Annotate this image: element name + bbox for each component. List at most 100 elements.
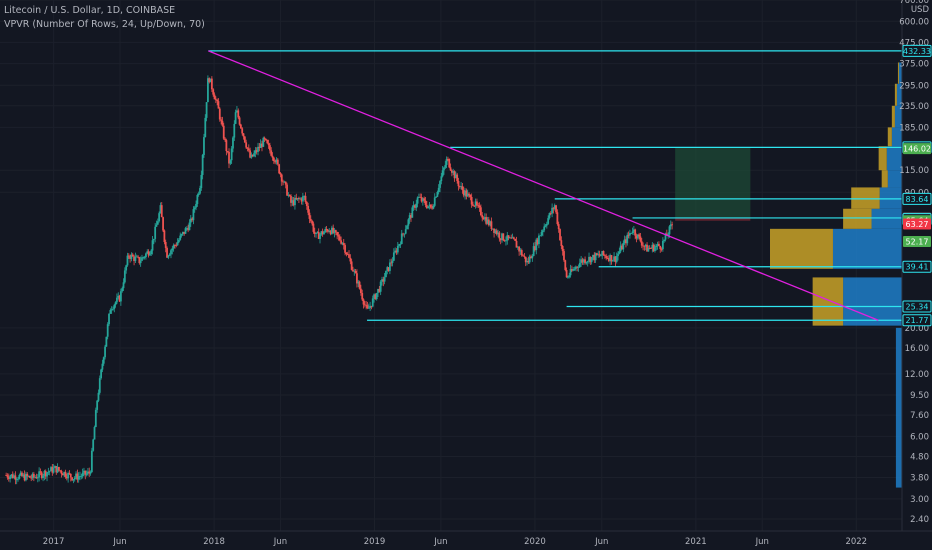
candle-body bbox=[104, 346, 106, 358]
long-position-tool[interactable] bbox=[675, 147, 751, 221]
candle-body bbox=[435, 196, 437, 198]
candle-body bbox=[312, 223, 315, 232]
candle-body bbox=[84, 470, 87, 475]
time-tick-label: Jun bbox=[594, 537, 608, 547]
candle-body bbox=[320, 231, 323, 235]
candle-body bbox=[262, 137, 265, 147]
price-label-text: 39.41 bbox=[906, 263, 929, 272]
vpvr-bar-up bbox=[891, 127, 902, 147]
candle-body bbox=[44, 471, 47, 477]
candle-body bbox=[535, 239, 538, 250]
candle-body bbox=[644, 244, 647, 247]
candle-body bbox=[523, 256, 526, 257]
candle-body bbox=[443, 167, 445, 171]
price-label-text: 83.64 bbox=[906, 195, 929, 204]
candle-body bbox=[671, 224, 674, 226]
vpvr-bar-down bbox=[894, 83, 897, 106]
candle-body bbox=[378, 288, 381, 292]
candle-body bbox=[553, 205, 556, 209]
candle-body bbox=[584, 259, 586, 264]
candle-body bbox=[386, 267, 389, 271]
volume-profile bbox=[770, 62, 902, 488]
candle-body bbox=[486, 219, 489, 224]
candle-body bbox=[195, 204, 197, 208]
candle-body bbox=[526, 260, 528, 263]
price-tick-label: 760.00 bbox=[899, 0, 929, 6]
price-label-badge bbox=[903, 218, 931, 230]
candle-body bbox=[280, 174, 283, 182]
horizontal-levels[interactable] bbox=[208, 50, 902, 321]
candle-body bbox=[303, 195, 306, 197]
candle-body bbox=[31, 473, 34, 479]
candle-body bbox=[660, 248, 663, 250]
candle-body bbox=[87, 471, 89, 474]
price-label-text: 146.02 bbox=[903, 145, 931, 154]
candle-body bbox=[133, 256, 135, 261]
candle-body bbox=[213, 94, 216, 100]
candle-body bbox=[334, 230, 337, 232]
vpvr-bar-down bbox=[843, 208, 872, 229]
candle-body bbox=[85, 473, 88, 475]
candle-body bbox=[209, 78, 212, 83]
candle-body bbox=[663, 239, 666, 241]
candle-body bbox=[134, 256, 137, 261]
candle-body bbox=[311, 220, 313, 224]
candle-body bbox=[491, 228, 494, 230]
candle-body bbox=[664, 233, 667, 240]
price-tick-label: 4.80 bbox=[910, 452, 929, 462]
candle-body bbox=[178, 239, 180, 243]
candle-body bbox=[362, 299, 365, 305]
candle-body bbox=[267, 143, 270, 146]
candle-body bbox=[457, 180, 460, 187]
candle-body bbox=[83, 470, 85, 473]
candle-body bbox=[131, 254, 134, 257]
price-label-badge bbox=[902, 44, 932, 57]
candle-body bbox=[552, 207, 555, 209]
trendline[interactable] bbox=[208, 50, 879, 321]
price-tick-label: 475.00 bbox=[899, 38, 929, 48]
candle-body bbox=[497, 232, 499, 235]
candle-body bbox=[590, 257, 593, 263]
candle-body bbox=[454, 174, 457, 179]
candle-body bbox=[568, 275, 571, 277]
target-zone bbox=[675, 147, 751, 218]
time-axis[interactable]: 2017 Jun 2018 Jun 2019 Jun 2020 Jun 2021 Jun 2022 bbox=[43, 537, 867, 547]
candle-body bbox=[174, 245, 176, 246]
symbol-title[interactable]: Litecoin / U.S. Dollar, 1D, COINBASE bbox=[4, 5, 176, 16]
candle-body bbox=[651, 244, 654, 249]
candle-body bbox=[113, 304, 116, 309]
candle-body bbox=[638, 234, 641, 237]
candle-body bbox=[108, 313, 110, 325]
price-tick-label: 7.60 bbox=[910, 411, 929, 421]
candle-body bbox=[283, 181, 286, 183]
candle-body bbox=[441, 170, 444, 177]
candle-body bbox=[656, 243, 659, 246]
candle-body bbox=[518, 246, 521, 252]
candle-body bbox=[292, 200, 295, 206]
candle-body bbox=[300, 198, 303, 202]
candle-body bbox=[63, 471, 66, 476]
candle-body bbox=[272, 157, 275, 162]
candle-body bbox=[479, 207, 482, 216]
candle-body bbox=[466, 193, 469, 197]
candle-body bbox=[200, 174, 203, 189]
candle-body bbox=[243, 136, 246, 143]
candle-body bbox=[414, 205, 416, 208]
price-axis-labels: 432.33148.15146.0283.6467.7166.8365.6452… bbox=[902, 44, 932, 327]
candle-body bbox=[458, 186, 461, 187]
candle-body bbox=[505, 240, 507, 242]
vpvr-bar-down bbox=[770, 228, 833, 269]
candle-body bbox=[192, 209, 195, 221]
candle-body bbox=[585, 262, 588, 264]
candle-body bbox=[514, 238, 517, 241]
candle-body bbox=[617, 253, 619, 257]
candle-body bbox=[487, 219, 490, 226]
candle-body bbox=[122, 282, 125, 289]
vpvr-bar-down bbox=[891, 105, 895, 128]
candle-body bbox=[249, 150, 252, 158]
indicator-legend[interactable]: VPVR (Number Of Rows, 24, Up/Down, 70) bbox=[4, 19, 205, 30]
candle-body bbox=[238, 117, 241, 125]
candle-body bbox=[556, 212, 559, 225]
